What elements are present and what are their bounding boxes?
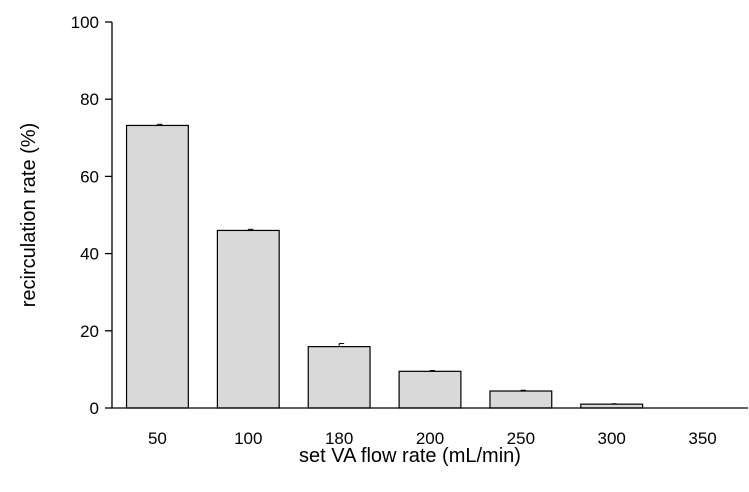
y-tick-label: 20 (80, 322, 99, 341)
y-tick-label: 0 (90, 399, 99, 418)
bar (489, 390, 553, 409)
error-bars-group (156, 123, 617, 405)
x-tick-label: 50 (148, 429, 167, 448)
bar (398, 370, 462, 409)
y-ticks-group: 0 20 40 60 80 100 (71, 13, 112, 418)
bars-group (125, 124, 644, 409)
x-tick-label: 250 (507, 429, 535, 448)
x-tick-label: 200 (416, 429, 444, 448)
x-tick-label: 350 (688, 429, 716, 448)
x-axis-title: set VA flow rate (mL/min) (299, 445, 521, 467)
y-tick-label: 40 (80, 245, 99, 264)
x-tick-label: 100 (234, 429, 262, 448)
y-tick-label: 100 (71, 13, 99, 32)
bar (125, 124, 189, 409)
y-tick-label: 80 (80, 90, 99, 109)
x-tick-label: 180 (325, 429, 353, 448)
x-tick-label: 300 (598, 429, 626, 448)
bar (216, 229, 280, 409)
y-tick-label: 60 (80, 167, 99, 186)
x-ticks-group: 50 100 180 200 250 300 350 (148, 429, 717, 448)
y-axis-title: recirculation rate (%) (18, 123, 40, 308)
bar (307, 346, 371, 409)
